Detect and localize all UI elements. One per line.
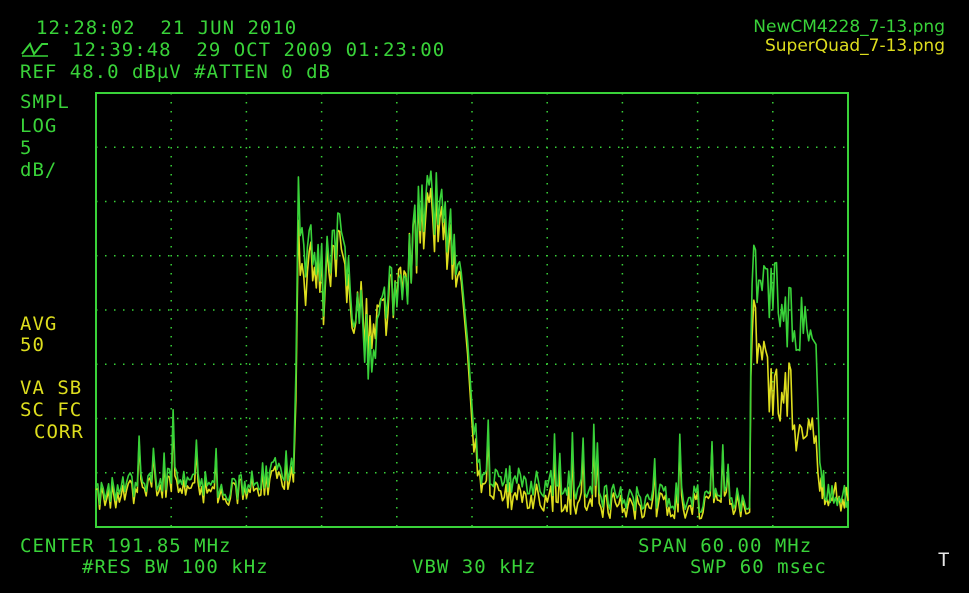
- va-sb-label: VA SB: [20, 377, 83, 399]
- sc-fc-label: SC FC: [20, 399, 83, 421]
- scale-unit: dB/: [20, 159, 58, 181]
- trace-green: [95, 170, 849, 513]
- timestamp-1: 12:28:02 21 JUN 2010: [36, 17, 298, 39]
- traces: [95, 170, 849, 520]
- scale-value: 5: [20, 137, 33, 159]
- video-bandwidth: VBW 30 kHz: [412, 556, 537, 578]
- avg-value: 50: [20, 334, 45, 356]
- reference-level: REF 48.0 dBµV #ATTEN 0 dB: [20, 61, 331, 83]
- detector-mode: SMPL: [20, 91, 70, 113]
- center-frequency: CENTER 191.85 MHz: [20, 535, 232, 557]
- avg-label: AVG: [20, 313, 58, 335]
- sweep-time: SWP 60 msec: [690, 556, 827, 578]
- resolution-bandwidth: #RES BW 100 kHz: [82, 556, 269, 578]
- trace-symbol-icon: [21, 42, 48, 57]
- timestamp-2: 12:39:48 29 OCT 2009 01:23:00: [72, 39, 446, 61]
- legend-entry-yellow: SuperQuad_7-13.png: [764, 36, 945, 56]
- corner-marker: T: [938, 549, 951, 571]
- scale-type: LOG: [20, 115, 58, 137]
- span: SPAN 60.00 MHz: [638, 535, 813, 557]
- legend: NewCM4228_7-13.png SuperQuad_7-13.png: [753, 18, 945, 56]
- corr-label: CORR: [34, 421, 84, 443]
- graticule: [95, 92, 849, 528]
- legend-entry-green: NewCM4228_7-13.png: [753, 17, 945, 37]
